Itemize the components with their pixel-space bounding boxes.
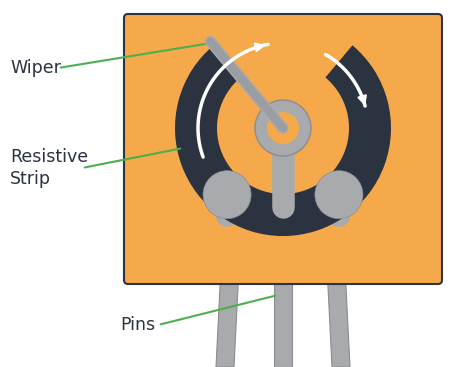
Text: Wiper: Wiper bbox=[10, 59, 61, 77]
Circle shape bbox=[267, 112, 299, 144]
Text: Pins: Pins bbox=[120, 316, 155, 334]
Text: Resistive
Strip: Resistive Strip bbox=[10, 148, 88, 188]
Polygon shape bbox=[324, 207, 350, 367]
FancyBboxPatch shape bbox=[124, 14, 442, 284]
Polygon shape bbox=[216, 207, 242, 367]
Polygon shape bbox=[274, 207, 292, 367]
Circle shape bbox=[255, 100, 311, 156]
Circle shape bbox=[315, 171, 363, 219]
Circle shape bbox=[203, 171, 251, 219]
Wedge shape bbox=[175, 45, 391, 236]
